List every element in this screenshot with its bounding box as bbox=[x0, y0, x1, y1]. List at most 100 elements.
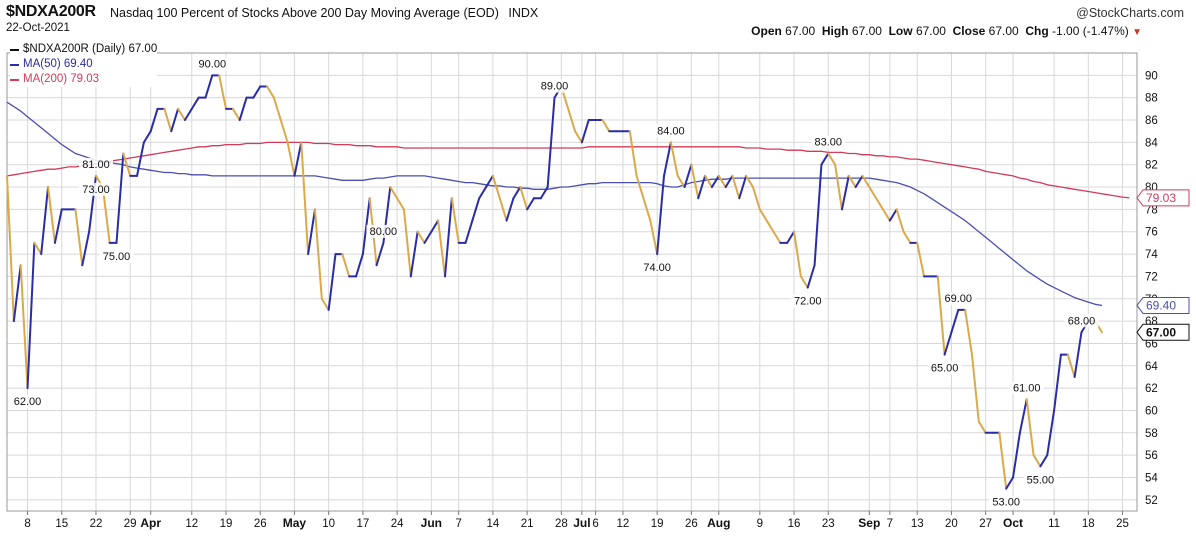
price-segment bbox=[998, 431, 1008, 490]
x-tick-label: 26 bbox=[685, 518, 698, 530]
x-tick-label: 28 bbox=[555, 518, 568, 530]
annotation-bg bbox=[653, 124, 688, 138]
price-segment bbox=[567, 107, 577, 133]
annotation-label: 72.00 bbox=[794, 296, 822, 308]
brand-logo[interactable]: @StockCharts.com bbox=[1076, 6, 1184, 20]
open-label: Open bbox=[751, 24, 782, 38]
ohlc-readout: Open 67.00 High 67.00 Low 67.00 Close 67… bbox=[751, 24, 1142, 38]
price-segment bbox=[519, 186, 529, 211]
annotation-label: 75.00 bbox=[103, 251, 131, 263]
legend-item-ma50: MA(50) 69.40 bbox=[10, 57, 157, 72]
price-segment bbox=[101, 186, 111, 244]
y-tick-label: 82 bbox=[1145, 160, 1158, 172]
price-segment bbox=[861, 174, 871, 189]
price-segment bbox=[142, 130, 152, 144]
x-tick-label: 15 bbox=[55, 518, 68, 530]
price-segment bbox=[526, 197, 535, 211]
y-tick-label: 90 bbox=[1145, 70, 1158, 82]
annotation-bg bbox=[537, 79, 572, 93]
price-segment bbox=[820, 152, 830, 166]
price-segment bbox=[669, 141, 679, 177]
annotation-bg bbox=[811, 135, 846, 149]
close-label: Close bbox=[952, 24, 986, 38]
price-badge-label: 69.40 bbox=[1146, 298, 1176, 312]
price-segment bbox=[423, 230, 433, 244]
price-segment bbox=[512, 186, 522, 200]
price-segment bbox=[656, 174, 665, 256]
price-segment bbox=[676, 174, 686, 189]
price-segment bbox=[970, 353, 980, 423]
close-value: 67.00 bbox=[988, 24, 1019, 38]
annotation-label: 69.00 bbox=[945, 293, 973, 305]
chart-symbol: $NDXA200R bbox=[6, 3, 96, 20]
annotation-label: 74.00 bbox=[643, 262, 671, 274]
annotation-label: 62.00 bbox=[14, 396, 42, 408]
price-segment bbox=[806, 264, 816, 289]
annotation-label: 68.00 bbox=[1068, 315, 1096, 327]
ma50-line bbox=[6, 101, 1103, 307]
price-segment bbox=[450, 197, 460, 244]
annotation-bg bbox=[1009, 381, 1044, 395]
y-tick-label: 54 bbox=[1145, 472, 1158, 484]
price-segment bbox=[53, 208, 63, 244]
price-segment bbox=[690, 163, 700, 200]
price-segment bbox=[183, 107, 193, 122]
price-segment bbox=[964, 308, 973, 356]
x-tick-label: 23 bbox=[822, 518, 835, 530]
x-tick-label: 17 bbox=[356, 518, 369, 530]
y-axis: 5254565860626466687072747678808284868890 bbox=[1145, 70, 1158, 506]
x-tick-label: 29 bbox=[124, 518, 137, 530]
y-tick-label: 84 bbox=[1145, 137, 1158, 149]
price-segment bbox=[683, 163, 693, 189]
price-segment bbox=[478, 186, 488, 200]
price-segment bbox=[697, 174, 707, 200]
price-segment bbox=[149, 107, 159, 133]
x-tick-label: May bbox=[283, 516, 307, 530]
price-segment bbox=[539, 186, 549, 200]
price-segment bbox=[882, 208, 891, 222]
price-segment bbox=[1053, 353, 1062, 412]
price-segment bbox=[437, 219, 446, 278]
annotation-label: 65.00 bbox=[931, 363, 959, 375]
y-tick-label: 64 bbox=[1145, 361, 1158, 373]
price-segment bbox=[731, 174, 741, 200]
price-segment bbox=[293, 141, 303, 177]
price-segment bbox=[649, 219, 659, 256]
price-segment bbox=[491, 174, 501, 200]
price-segment bbox=[765, 219, 775, 233]
price-segment bbox=[307, 208, 316, 256]
price-segment bbox=[546, 96, 556, 189]
y-tick-label: 72 bbox=[1145, 271, 1158, 283]
price-segment bbox=[916, 241, 926, 278]
price-segment bbox=[1032, 454, 1042, 468]
annotation-bg bbox=[366, 224, 401, 238]
price-segment bbox=[1039, 454, 1049, 468]
y-tick-label: 60 bbox=[1145, 405, 1158, 417]
legend-item-ma200: MA(200) 79.03 bbox=[10, 72, 157, 87]
price-segment bbox=[252, 85, 262, 99]
x-tick-label: 24 bbox=[391, 518, 404, 530]
x-tick-label: Apr bbox=[140, 516, 161, 530]
price-segment bbox=[19, 264, 29, 390]
plot-frame bbox=[6, 52, 1138, 512]
x-tick-label: 18 bbox=[1082, 518, 1095, 530]
price-segment bbox=[320, 297, 330, 311]
low-label: Low bbox=[888, 24, 913, 38]
price-segment bbox=[1025, 398, 1035, 457]
y-tick-label: 52 bbox=[1145, 495, 1158, 507]
price-segment bbox=[375, 241, 385, 267]
price-segment bbox=[47, 186, 56, 244]
y-tick-label: 78 bbox=[1145, 204, 1158, 216]
exchange-label: INDX bbox=[508, 6, 539, 20]
ma200-path bbox=[6, 141, 1130, 199]
price-segment bbox=[300, 141, 310, 256]
price-segment bbox=[170, 107, 180, 133]
price-segment bbox=[717, 174, 727, 189]
annotation-bg bbox=[790, 294, 825, 308]
price-segment bbox=[238, 96, 248, 122]
legend-item-main: $NDXA200R (Daily) 67.00 bbox=[10, 42, 157, 57]
annotation-bg bbox=[99, 249, 134, 263]
price-segment bbox=[704, 174, 713, 189]
price-segment bbox=[895, 208, 905, 233]
